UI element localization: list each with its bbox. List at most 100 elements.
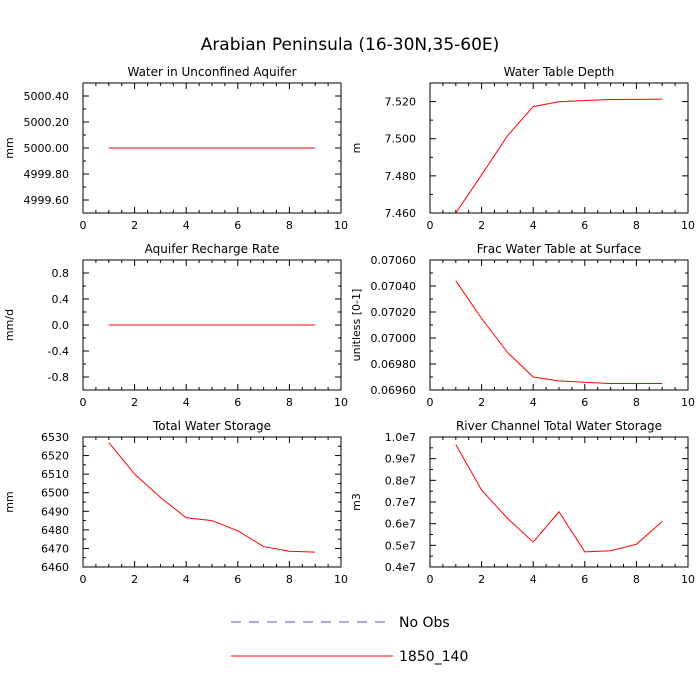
y-axis-label: mm	[3, 491, 16, 512]
x-tick-label: 2	[131, 573, 138, 586]
y-axis-label: m	[350, 143, 363, 154]
panel-water-table-depth: Water Table Depth m 0 2 4 6 8 10 7.460 7.480 7.500…	[350, 65, 695, 232]
x-tick-label: 2	[131, 396, 138, 409]
panel-aquifer-recharge-rate: Aquifer Recharge Rate mm/d 0 2 4 6 8 10 -0.8 -0.4…	[3, 242, 348, 409]
y-tick-label: 0.9e7	[385, 453, 416, 466]
x-tick-label: 8	[633, 573, 640, 586]
y-tick-label: 6520	[41, 450, 69, 463]
y-axis-label: unitless [0-1]	[350, 289, 363, 362]
x-tick-label: 6	[234, 219, 241, 232]
y-axis-label: mm	[3, 137, 16, 158]
x-tick-label: 0	[427, 396, 434, 409]
x-tick-label: 0	[427, 573, 434, 586]
y-tick-label: 6530	[41, 431, 69, 444]
x-tick-label: 10	[334, 396, 348, 409]
y-tick-label: 1.0e7	[385, 431, 416, 444]
x-tick-label: 2	[478, 219, 485, 232]
x-tick-label: 2	[478, 573, 485, 586]
x-tick-label: 0	[80, 219, 87, 232]
x-tick-label: 4	[530, 396, 537, 409]
panel-title: Water Table Depth	[504, 65, 615, 79]
y-tick-label: -0.8	[48, 371, 69, 384]
x-tick-label: 0	[80, 396, 87, 409]
x-tick-label: 6	[581, 573, 588, 586]
series-line-1850-140	[455, 98, 663, 214]
x-tick-label: 6	[234, 573, 241, 586]
x-tick-label: 6	[234, 396, 241, 409]
y-tick-label: 0.8	[52, 267, 70, 280]
y-tick-label: 0.7e7	[385, 496, 416, 509]
x-tick-label: 8	[286, 219, 293, 232]
x-tick-label: 10	[334, 573, 348, 586]
y-tick-label: 6470	[41, 542, 69, 555]
x-tick-label: 8	[633, 219, 640, 232]
y-tick-label: 6460	[41, 561, 69, 574]
x-tick-label: 10	[681, 396, 695, 409]
y-tick-label: 5000.20	[24, 116, 70, 129]
x-tick-label: 10	[681, 219, 695, 232]
y-tick-label: 0.06960	[371, 384, 417, 397]
x-tick-label: 0	[427, 219, 434, 232]
x-tick-label: 2	[478, 396, 485, 409]
panel-title: Water in Unconfined Aquifer	[127, 65, 296, 79]
panel-frac-water-table-at-surface: Frac Water Table at Surface unitless [0-1…	[350, 242, 695, 409]
legend: No Obs 1850_140	[231, 615, 468, 665]
panel-title: River Channel Total Water Storage	[456, 419, 662, 433]
panel-title: Aquifer Recharge Rate	[145, 242, 280, 256]
y-tick-label: 7.520	[385, 96, 417, 109]
x-tick-label: 4	[183, 573, 190, 586]
y-tick-label: 0.07020	[371, 306, 417, 319]
y-tick-label: 6490	[41, 505, 69, 518]
x-tick-label: 8	[286, 396, 293, 409]
x-tick-label: 4	[183, 219, 190, 232]
panel-title: Total Water Storage	[152, 419, 271, 433]
series-line-1850-140	[455, 280, 663, 384]
figure-title: Arabian Peninsula (16-30N,35-60E)	[201, 35, 500, 55]
x-tick-label: 0	[80, 573, 87, 586]
x-tick-label: 10	[681, 573, 695, 586]
y-tick-label: 0.07060	[371, 254, 417, 267]
x-tick-label: 4	[530, 219, 537, 232]
series-line-1850-140	[108, 442, 316, 553]
y-tick-label: -0.4	[48, 345, 69, 358]
x-tick-label: 10	[334, 219, 348, 232]
y-tick-label: 0.5e7	[385, 539, 416, 552]
panel-title: Frac Water Table at Surface	[477, 242, 641, 256]
legend-label-no-obs: No Obs	[399, 615, 450, 631]
y-tick-label: 0.0	[52, 319, 70, 332]
y-tick-label: 0.07040	[371, 280, 417, 293]
y-tick-label: 4999.80	[24, 168, 70, 181]
y-axis-label: mm/d	[3, 309, 16, 341]
y-tick-label: 5000.00	[24, 142, 70, 155]
x-tick-label: 6	[581, 396, 588, 409]
y-tick-label: 0.6e7	[385, 518, 416, 531]
panel-total-water-storage: Total Water Storage mm 0 2 4 6 8 10 6460 6470 6480…	[3, 419, 348, 586]
y-tick-label: 0.06980	[371, 358, 417, 371]
panel-water-in-unconfined-aquifer: Water in Unconfined Aquifer mm 0 2 4 6 8 10 4999…	[3, 65, 348, 232]
plot-frame	[82, 436, 342, 568]
y-tick-label: 0.4e7	[385, 561, 416, 574]
legend-label-1850-140: 1850_140	[399, 649, 468, 665]
plot-frame	[429, 436, 689, 568]
x-tick-label: 8	[286, 573, 293, 586]
y-tick-label: 7.460	[385, 207, 417, 220]
y-tick-label: 6510	[41, 468, 69, 481]
x-tick-label: 8	[633, 396, 640, 409]
y-tick-label: 4999.60	[24, 194, 70, 207]
x-tick-label: 6	[581, 219, 588, 232]
y-tick-label: 7.480	[385, 170, 417, 183]
y-tick-label: 0.07000	[371, 332, 417, 345]
x-tick-label: 4	[183, 396, 190, 409]
y-tick-label: 6480	[41, 524, 69, 537]
panel-grid: Water in Unconfined Aquifer mm 0 2 4 6 8 10 4999…	[3, 65, 695, 586]
plot-frame	[429, 259, 689, 391]
x-tick-label: 2	[131, 219, 138, 232]
y-axis-label: m3	[350, 493, 363, 511]
panel-river-channel-total-water-storage: River Channel Total Water Storage m3 0 2 4 6 8…	[350, 419, 695, 586]
y-tick-label: 5000.40	[24, 90, 70, 103]
y-tick-label: 0.4	[52, 293, 70, 306]
y-tick-label: 7.500	[385, 133, 417, 146]
series-line-1850-140	[455, 444, 663, 553]
x-tick-label: 4	[530, 573, 537, 586]
